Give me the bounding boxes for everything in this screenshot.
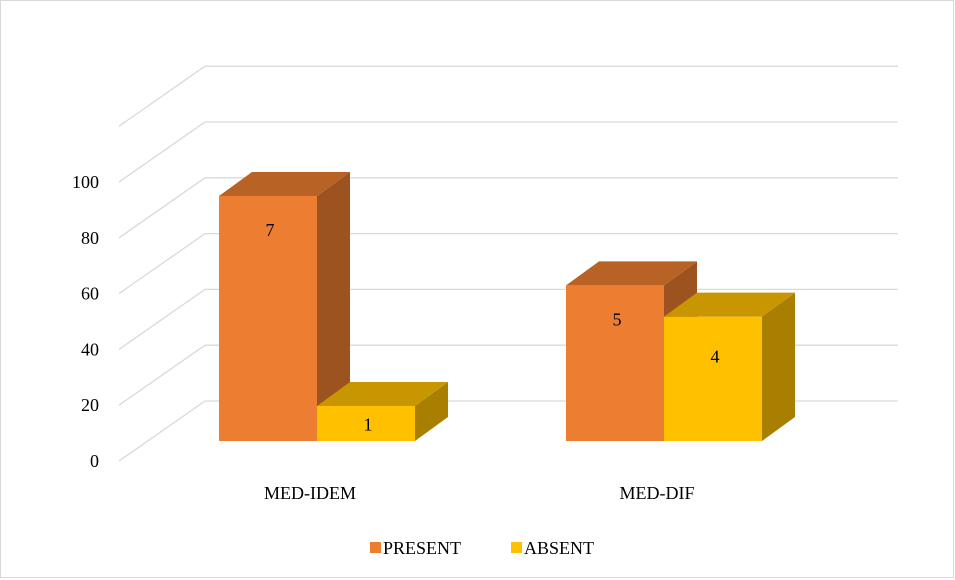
y-tick-label: 0 <box>90 451 99 471</box>
y-tick-label: 20 <box>81 395 99 415</box>
bar-side <box>415 382 448 441</box>
y-axis: 0 20 40 60 80 100 <box>72 172 99 471</box>
bar-front <box>219 196 317 441</box>
y-tick-label: 60 <box>81 284 99 304</box>
bar-side <box>762 292 795 441</box>
data-label: 7 <box>266 220 275 240</box>
y-tick-label: 100 <box>72 172 99 192</box>
gridline-side <box>118 121 206 183</box>
data-label: 1 <box>364 415 373 435</box>
bars <box>219 172 795 441</box>
y-tick-label: 80 <box>81 228 99 248</box>
bar-front <box>664 316 762 441</box>
bar-top <box>219 172 350 196</box>
bar-top <box>317 382 448 406</box>
data-labels: 7 1 5 4 <box>266 220 720 435</box>
data-label: 5 <box>613 309 622 329</box>
bar-side <box>317 172 350 441</box>
gridline-side <box>118 65 206 127</box>
gridline-side <box>118 288 206 350</box>
legend-label: ABSENT <box>524 538 594 558</box>
data-label: 4 <box>711 347 720 367</box>
legend-label: PRESENT <box>383 538 461 558</box>
gridline-side <box>118 344 206 406</box>
gridline-side <box>118 177 206 239</box>
category-label: MED-IDEM <box>264 483 356 503</box>
y-tick-label: 40 <box>81 339 99 359</box>
bar-front <box>317 406 415 441</box>
category-axis: MED-IDEM MED-DIF <box>264 483 695 503</box>
legend-swatch <box>370 542 381 553</box>
gridline-side <box>118 400 206 462</box>
bar-front <box>566 285 664 441</box>
category-label: MED-DIF <box>620 483 695 503</box>
legend: PRESENT ABSENT <box>370 538 594 558</box>
gridline-side <box>118 233 206 295</box>
bar-top <box>566 261 697 286</box>
bar-top <box>664 292 795 317</box>
legend-swatch <box>511 542 522 553</box>
